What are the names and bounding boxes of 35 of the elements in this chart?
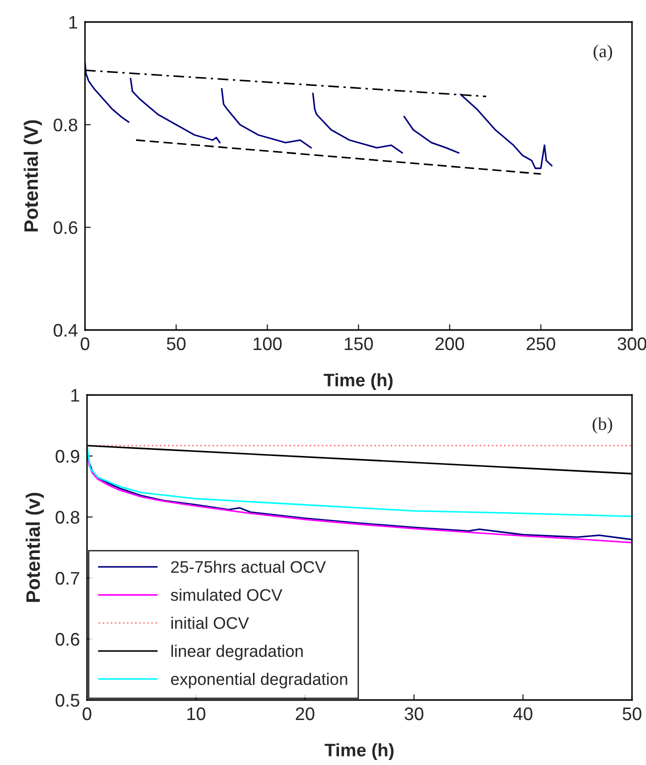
x-tick-label: 0 xyxy=(82,707,92,720)
x-tick-label: 150 xyxy=(344,337,373,350)
x-tick-label: 200 xyxy=(436,337,464,350)
annotation: (a) xyxy=(594,44,612,61)
x-tick-label: 250 xyxy=(526,337,556,350)
y-tick-label: 0.8 xyxy=(54,118,78,132)
y-axis-title: Potential (v) xyxy=(26,492,44,602)
y-axis-title: Potential (V) xyxy=(24,120,42,232)
x-tick-label: 10 xyxy=(187,707,206,720)
x-tick-label: 30 xyxy=(404,707,424,720)
legend-label: exponential degradation xyxy=(171,672,348,688)
y-tick-label: 1 xyxy=(71,389,80,402)
y-tick-label: 0.8 xyxy=(56,510,80,524)
y-tick-label: 0.5 xyxy=(56,694,80,707)
x-axis-title: Time (h) xyxy=(324,373,393,390)
legend-label: simulated OCV xyxy=(170,588,282,601)
x-tick-label: 300 xyxy=(618,337,646,350)
x-tick-label: 0 xyxy=(80,337,90,350)
x-tick-label: 100 xyxy=(254,337,282,350)
line-series xyxy=(87,444,632,518)
y-tick-label: 0.7 xyxy=(56,572,80,585)
legend-label: initial OCV xyxy=(171,616,249,629)
x-tick-label: 50 xyxy=(622,707,642,720)
annotation: (b) xyxy=(592,417,612,434)
x-axis-title: Time (h) xyxy=(324,743,394,760)
y-tick-label: 1 xyxy=(69,16,78,29)
x-tick-label: 20 xyxy=(296,707,314,720)
y-tick-label: 0.6 xyxy=(54,221,78,234)
x-tick-label: 40 xyxy=(513,707,532,720)
x-tick-label: 50 xyxy=(166,337,186,350)
y-tick-label: 0.6 xyxy=(56,632,80,646)
legend-label: 25-75hrs actual OCV xyxy=(171,560,326,573)
y-tick-label: 0.9 xyxy=(56,450,80,463)
legend-label: linear degradation xyxy=(171,644,303,660)
y-tick-label: 0.4 xyxy=(54,324,78,337)
